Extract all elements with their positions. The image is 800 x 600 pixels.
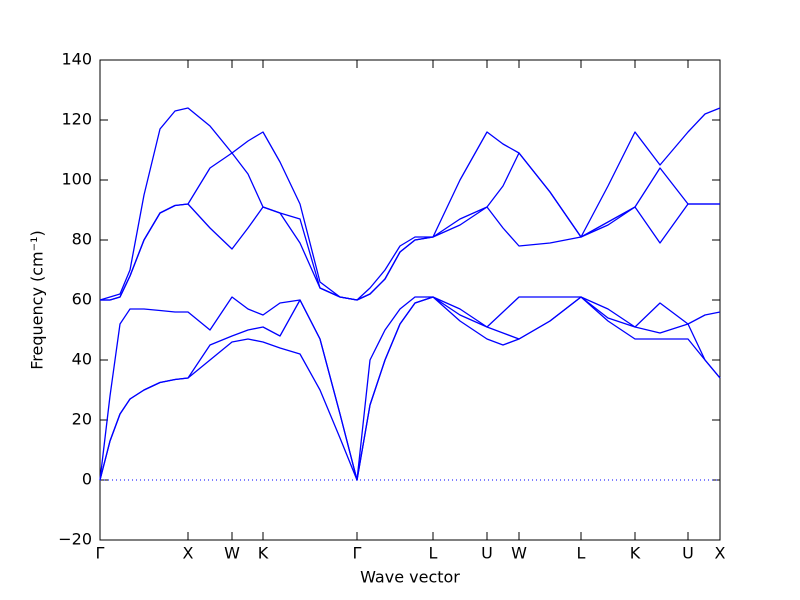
x-tick-label: U <box>682 544 694 563</box>
y-tick-label: 100 <box>61 170 92 189</box>
x-tick-label: K <box>630 544 641 563</box>
band-line <box>99 296 721 481</box>
band-line <box>100 152 720 301</box>
x-tick-label: L <box>577 544 586 563</box>
y-tick-label: 80 <box>72 230 92 249</box>
x-tick-label: W <box>511 544 527 563</box>
y-tick-label: 140 <box>61 50 92 69</box>
x-tick-label: W <box>224 544 240 563</box>
y-tick-label: 0 <box>82 470 92 489</box>
x-tick-label: K <box>258 544 269 563</box>
y-axis-label: Frequency (cm⁻¹) <box>28 230 47 369</box>
x-tick-label: X <box>183 544 194 563</box>
y-tick-label: 60 <box>72 290 92 309</box>
x-tick-label: Γ <box>353 544 362 563</box>
y-tick-label: 20 <box>72 410 92 429</box>
band-line <box>100 203 720 301</box>
plot-frame <box>99 59 721 541</box>
y-tick-label: 120 <box>61 110 92 129</box>
band-line <box>99 107 721 301</box>
x-tick-label: U <box>481 544 493 563</box>
x-tick-label: Γ <box>96 544 105 563</box>
y-tick-label: −20 <box>58 530 92 549</box>
x-axis-label: Wave vector <box>360 568 460 587</box>
y-tick-label: 40 <box>72 350 92 369</box>
band-line <box>99 296 721 481</box>
x-tick-label: X <box>715 544 726 563</box>
x-tick-label: L <box>429 544 438 563</box>
